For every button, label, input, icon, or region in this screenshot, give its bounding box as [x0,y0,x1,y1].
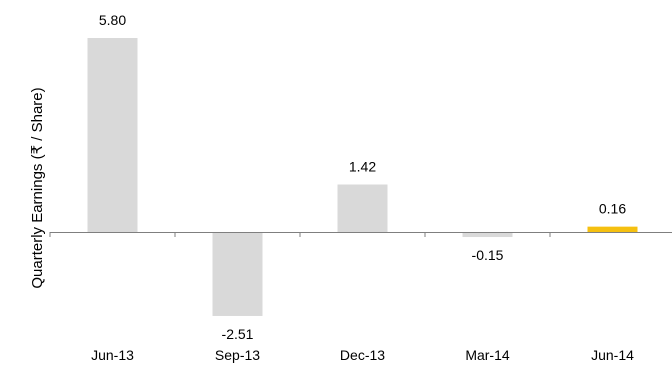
bar-dec-13 [337,184,388,232]
bar-jun-13 [87,37,138,232]
x-tick-label-dec-13: Dec-13 [340,347,385,363]
x-tick-label-mar-14: Mar-14 [465,347,510,363]
bar-sep-13 [212,232,263,316]
x-tick-label-jun-13: Jun-13 [91,347,134,363]
bar-mar-14 [462,232,513,238]
data-label-jun-14: 0.16 [599,201,626,217]
y-axis-title: Quarterly Earnings (₹ / Share) [29,87,46,288]
bar-jun-14 [587,226,638,232]
data-label-sep-13: -2.51 [222,326,254,342]
data-label-mar-14: -0.15 [472,247,504,263]
x-tick-label-sep-13: Sep-13 [215,347,260,363]
data-label-jun-13: 5.80 [99,12,126,28]
x-tick-label-jun-14: Jun-14 [591,347,634,363]
plot-area: 5.80 Jun-13 -2.51 Sep-13 1.42 Dec-13 -0.15 Mar-… [49,12,672,363]
data-label-dec-13: 1.42 [349,159,376,175]
